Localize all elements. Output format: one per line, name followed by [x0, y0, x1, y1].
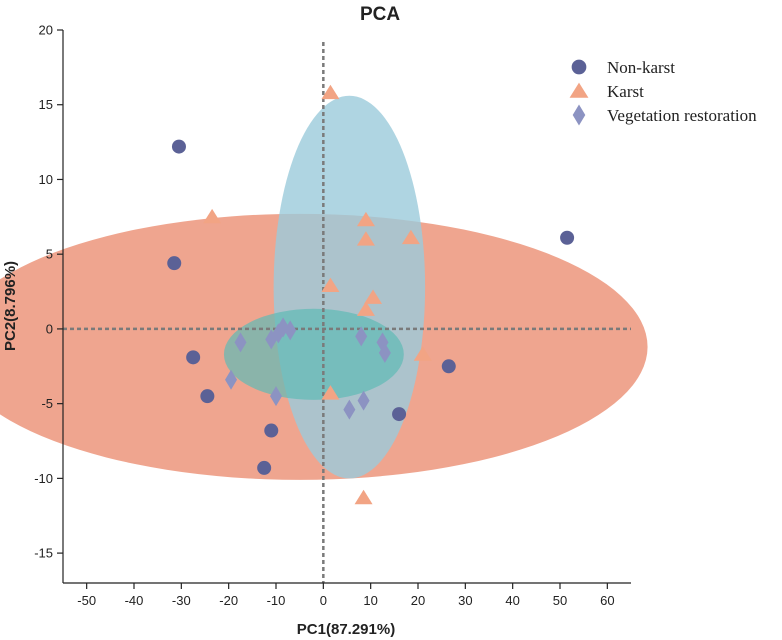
- legend-marker-vegetation-restoration: [572, 104, 586, 126]
- reference-lines: [63, 42, 631, 583]
- x-tick-label: 20: [411, 593, 425, 608]
- x-tick-label: -50: [77, 593, 96, 608]
- point-karst: [356, 231, 375, 246]
- legend-label-non-karst: Non-karst: [607, 58, 675, 77]
- legend-label-vegetation-restoration: Vegetation restoration: [607, 106, 757, 125]
- point-vegetation-restoration: [343, 399, 356, 420]
- x-tick-label: -10: [267, 593, 286, 608]
- point-vegetation-restoration: [270, 386, 282, 407]
- point-non-karst: [257, 460, 272, 475]
- axes: -50 -40 -30 -20 -10 0 10 20 30 40 50 60-15-10-50510…: [34, 23, 631, 608]
- point-vegetation-restoration: [378, 342, 391, 363]
- y-tick-label: 0: [46, 321, 53, 336]
- y-tick-label: -5: [41, 396, 53, 411]
- point-karst: [321, 84, 340, 100]
- ellipse-vegetation-restoration: [223, 308, 404, 400]
- point-karst: [413, 346, 432, 361]
- legend-marker-karst: [569, 82, 589, 98]
- legend-label-karst: Karst: [607, 82, 644, 101]
- x-axis-title: PC1(87.291%): [297, 621, 395, 638]
- y-tick-label: 20: [39, 23, 53, 38]
- point-non-karst: [171, 139, 186, 154]
- x-tick-label: -40: [125, 593, 144, 608]
- legend-marker-non-karst: [571, 59, 587, 75]
- x-tick-label: 10: [363, 593, 377, 608]
- point-non-karst: [200, 389, 215, 404]
- point-vegetation-restoration: [265, 329, 278, 350]
- y-tick-label: -10: [34, 471, 53, 486]
- point-karst: [321, 385, 340, 400]
- x-tick-label: 40: [505, 593, 519, 608]
- point-karst: [356, 211, 375, 227]
- point-karst: [354, 489, 373, 505]
- y-tick-label: 10: [39, 172, 53, 187]
- point-non-karst: [392, 407, 407, 422]
- y-tick-label: 15: [39, 97, 53, 112]
- point-karst: [321, 277, 340, 292]
- point-karst: [364, 289, 383, 304]
- y-axis-title: PC2(8.796%): [2, 261, 19, 351]
- x-tick-label: 0: [320, 593, 327, 608]
- point-non-karst: [264, 423, 279, 438]
- point-karst: [401, 229, 420, 245]
- point-vegetation-restoration: [284, 320, 297, 341]
- point-non-karst: [167, 256, 182, 271]
- x-tick-label: 30: [458, 593, 472, 608]
- point-karst: [356, 301, 375, 316]
- legend: Non-karst Karst Vegetation restoration: [569, 58, 757, 126]
- data-points: [167, 84, 575, 505]
- point-non-karst: [560, 230, 575, 245]
- point-karst: [203, 208, 222, 224]
- x-tick-label: 60: [600, 593, 614, 608]
- point-vegetation-restoration: [355, 326, 368, 347]
- ellipse-karst: [273, 95, 426, 479]
- point-vegetation-restoration: [357, 390, 370, 411]
- chart-title: PCA: [360, 4, 400, 25]
- point-non-karst: [441, 359, 456, 374]
- point-non-karst: [186, 350, 201, 365]
- x-tick-label: -30: [172, 593, 191, 608]
- x-tick-label: -20: [219, 593, 238, 608]
- point-vegetation-restoration: [234, 332, 247, 353]
- x-tick-label: 50: [553, 593, 567, 608]
- y-tick-label: 5: [46, 247, 53, 262]
- point-vegetation-restoration: [225, 369, 238, 390]
- y-tick-label: -15: [34, 546, 53, 561]
